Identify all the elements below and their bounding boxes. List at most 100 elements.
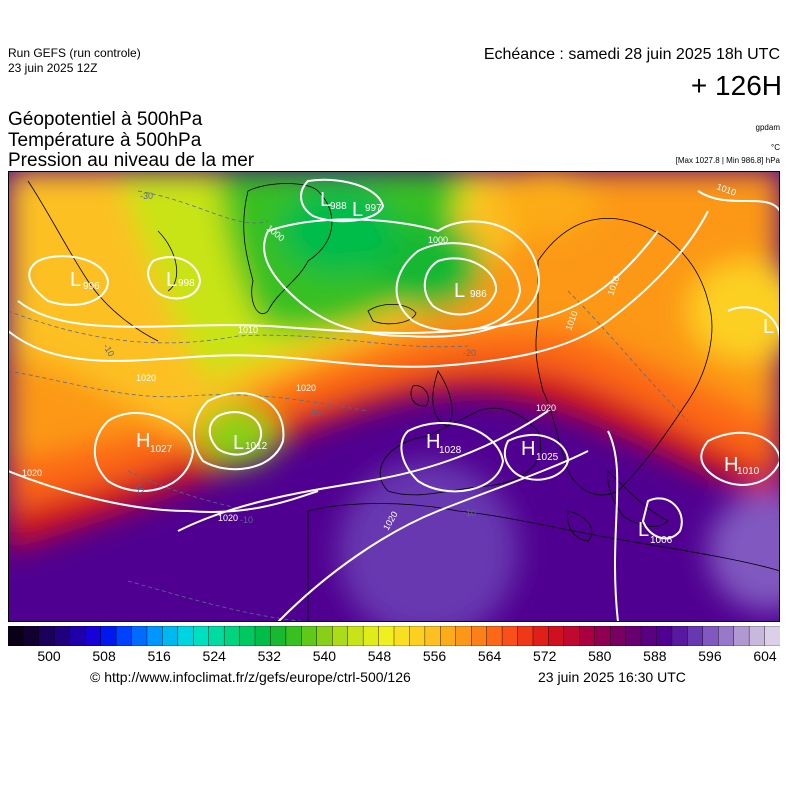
legend-label: 500 <box>37 648 61 664</box>
isobars <box>8 178 780 622</box>
low-4-value: 996 <box>83 281 100 292</box>
low-5-value: 998 <box>178 278 195 289</box>
legend-swatch <box>54 626 71 646</box>
legend-swatch <box>270 626 287 646</box>
legend-swatch <box>532 626 549 646</box>
legend-swatch <box>671 626 688 646</box>
legend-swatch <box>38 626 55 646</box>
legend-label: 572 <box>533 648 557 664</box>
isobar-label: 1020 <box>136 373 156 383</box>
legend-swatch <box>718 626 735 646</box>
legend-swatch <box>23 626 40 646</box>
high-3-value: 1025 <box>536 452 559 463</box>
high-1-letter: H <box>136 430 150 452</box>
legend-swatch <box>579 626 596 646</box>
legend-swatch <box>208 626 225 646</box>
low-6-letter: L <box>233 432 244 454</box>
low-6-value: 1012 <box>245 441 268 452</box>
low-1-value: 988 <box>330 201 347 212</box>
legend-swatch <box>471 626 488 646</box>
legend-label: 548 <box>367 648 392 664</box>
legend-swatch <box>115 626 133 646</box>
low-7-letter: L <box>638 519 649 541</box>
title-pressure: Pression au niveau de la mer <box>8 150 255 171</box>
legend-label: 580 <box>588 648 612 664</box>
legend-swatch <box>609 626 627 646</box>
run-name: Run GEFS (run controle) <box>8 46 141 60</box>
legend-swatch <box>285 626 302 646</box>
coastlines <box>27 180 780 622</box>
legend-swatch <box>548 626 565 646</box>
legend-label: 516 <box>147 648 171 664</box>
legend-label: 604 <box>753 648 777 664</box>
legend-swatch <box>8 626 24 646</box>
legend-swatch <box>239 626 256 646</box>
unit-temperature: °C <box>771 143 780 152</box>
weather-map: L 988 L 997 L 986 L 996 L 998 L 1012 L 1… <box>8 171 780 622</box>
forecast-valid-time: Echéance : samedi 28 juin 2025 18h UTC <box>483 46 780 63</box>
issue-date: 23 juin 2025 16:30 UTC <box>538 669 686 685</box>
legend-swatch <box>177 626 194 646</box>
legend-swatch <box>146 626 163 646</box>
title-geopotential: Géopotentiel à 500hPa <box>8 109 203 130</box>
low-5-letter: L <box>166 269 177 291</box>
legend-label: 556 <box>422 648 447 664</box>
pressure-centers: L 988 L 997 L 986 L 996 L 998 L 1012 L 1… <box>70 189 774 546</box>
legend-swatch <box>316 626 333 646</box>
low-4-letter: L <box>70 269 81 291</box>
legend-swatch <box>301 626 318 646</box>
legend-swatch <box>223 626 241 646</box>
legend-swatch <box>84 626 102 646</box>
high-3-letter: H <box>521 438 535 460</box>
legend-swatch <box>362 626 380 646</box>
legend-label: 524 <box>202 648 226 664</box>
high-2-letter: H <box>426 431 440 453</box>
legend-swatch <box>409 626 426 646</box>
legend-swatch <box>501 626 519 646</box>
legend-swatch <box>440 626 457 646</box>
legend-swatch <box>69 626 86 646</box>
low-1-letter: L <box>320 189 331 211</box>
legend-swatch <box>378 626 395 646</box>
low-8-letter: L <box>763 316 774 338</box>
legend-label: 564 <box>477 648 502 664</box>
isobar-label: 1020 <box>22 468 42 478</box>
legend-swatch <box>640 626 657 646</box>
isobar-label: 1020 <box>218 513 238 523</box>
low-3-letter: L <box>454 280 465 302</box>
isobar-label: 1020 <box>296 383 316 393</box>
legend-swatch <box>332 626 349 646</box>
legend-label: 588 <box>643 648 667 664</box>
color-legend <box>8 626 780 646</box>
high-4-letter: H <box>724 454 738 476</box>
legend-swatch <box>424 626 441 646</box>
legend-swatch <box>656 626 673 646</box>
legend-swatch <box>702 626 719 646</box>
legend-swatch <box>254 626 271 646</box>
isotherm-label: -20 <box>463 348 476 358</box>
legend-label: 540 <box>312 648 337 664</box>
isobar-label: 1010 <box>238 325 258 335</box>
copyright-url[interactable]: © http://www.infoclimat.fr/z/gefs/europe… <box>90 669 411 685</box>
legend-swatch <box>131 626 148 646</box>
legend-swatch <box>486 626 503 646</box>
geopotential-field <box>8 171 780 622</box>
legend-swatch <box>563 626 580 646</box>
isotherm-label: -10 <box>463 508 476 518</box>
low-2-letter: L <box>352 199 363 221</box>
run-time: 23 juin 2025 12Z <box>8 61 98 75</box>
legend-swatch <box>393 626 410 646</box>
isobar-label: 1000 <box>428 235 448 245</box>
isotherm-label: -30 <box>140 191 153 201</box>
legend-swatch <box>193 626 210 646</box>
legend-swatch <box>748 626 766 646</box>
legend-swatch <box>517 626 534 646</box>
isotherms <box>8 190 689 622</box>
low-7-value: 1006 <box>650 535 673 546</box>
title-temperature: Température à 500hPa <box>8 130 202 151</box>
legend-swatch <box>100 626 117 646</box>
legend-swatch <box>764 626 780 646</box>
legend-label: 532 <box>257 648 281 664</box>
low-3-value: 986 <box>470 289 487 300</box>
high-2-value: 1028 <box>439 445 462 456</box>
